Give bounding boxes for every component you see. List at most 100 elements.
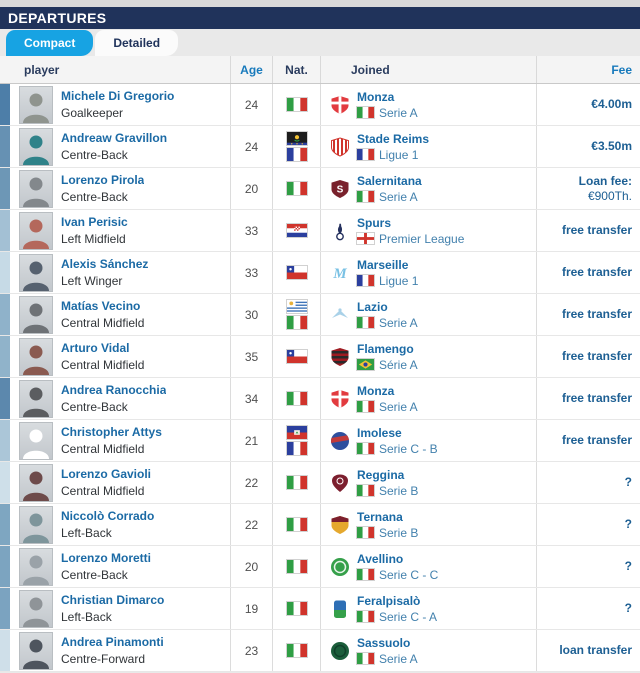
league-name-link[interactable]: Serie A [379,651,418,666]
player-name-link[interactable]: Arturo Vidal [61,341,130,355]
club-name-link[interactable]: Lazio [357,299,388,314]
fee-value[interactable]: ? [624,559,632,573]
player-name-link[interactable]: Alexis Sánchez [61,257,149,271]
player-name-link[interactable]: Matías Vecino [61,299,141,313]
club-badge-icon[interactable]: M [330,263,350,283]
fee-value[interactable]: ? [624,517,632,531]
player-photo[interactable] [19,253,53,292]
league-name-link[interactable]: Premier League [379,231,465,246]
club-badge-icon[interactable] [330,136,350,157]
league-name-link[interactable]: Serie B [379,483,419,498]
fee-value[interactable]: loan transfer [559,643,632,657]
club-badge-icon[interactable]: S [330,179,350,199]
league-name-link[interactable]: Serie A [379,105,418,120]
nationality-cell [272,294,320,335]
departures-table: player Age Nat. Joined Fee Michele Di Gr… [0,56,640,672]
player-name-link[interactable]: Andrea Ranocchia [61,383,167,397]
club-badge-icon[interactable] [330,473,350,493]
club-badge-icon[interactable] [330,347,350,367]
player-photo[interactable] [19,169,53,208]
club-name-link[interactable]: Imolese [357,425,402,440]
player-name-link[interactable]: Lorenzo Gavioli [61,467,152,481]
player-photo[interactable] [19,127,53,166]
player-name-link[interactable]: Niccolò Corrado [61,509,155,523]
player-photo[interactable] [19,547,53,586]
league-name-link[interactable]: Serie A [379,189,418,204]
player-photo[interactable] [19,211,53,250]
club-name-link[interactable]: Ternana [357,509,403,524]
league-name-link[interactable]: Serie C - B [379,441,438,456]
column-header-fee[interactable]: Fee [536,56,640,83]
league-name-link[interactable]: Ligue 1 [379,273,419,288]
top-strip [0,0,640,7]
player-name-link[interactable]: Lorenzo Moretti [61,551,151,565]
flag-fr-icon [286,442,307,455]
fee-value[interactable]: €3.50m [591,139,632,153]
club-name-link[interactable]: Salernitana [357,173,422,188]
player-name-link[interactable]: Christopher Attys [61,425,162,439]
fee-value[interactable]: ? [624,475,632,489]
player-cell: Niccolò Corrado Left-Back [0,504,230,545]
flag-cl-icon [286,350,307,363]
tab-detailed[interactable]: Detailed [95,30,179,56]
club-name-link[interactable]: Flamengo [357,341,414,356]
fee-value[interactable]: free transfer [561,391,632,405]
player-photo[interactable] [19,295,53,334]
fee-value[interactable]: ? [624,601,632,615]
player-cell: Lorenzo Gavioli Central Midfield [0,462,230,503]
club-badge-icon[interactable] [330,305,350,325]
fee-value[interactable]: Loan fee: [578,173,632,188]
club-badge-icon[interactable] [330,599,350,619]
table-row: Andrea Ranocchia Centre-Back 34 Monza Se… [0,378,640,420]
league-name-link[interactable]: Serie B [379,525,419,540]
club-badge-icon[interactable] [330,95,350,115]
club-badge-icon[interactable] [330,389,350,409]
club-name-link[interactable]: Reggina [357,467,405,482]
fee-value[interactable]: free transfer [561,307,632,321]
fee-value[interactable]: free transfer [561,265,632,279]
player-name-link[interactable]: Andrea Pinamonti [61,635,164,649]
league-name-link[interactable]: Serie C - C [379,567,439,582]
player-photo[interactable] [19,421,53,460]
fee-value[interactable]: free transfer [561,433,632,447]
club-badge-icon[interactable] [330,641,350,661]
player-photo[interactable] [19,631,53,670]
player-photo[interactable] [19,505,53,544]
table-row: Lorenzo Moretti Centre-Back 20 Avellino … [0,546,640,588]
player-age: 24 [244,139,259,154]
fee-value[interactable]: free transfer [561,223,632,237]
club-name-link[interactable]: Feralpisalò [357,593,421,608]
club-name-link[interactable]: Monza [357,89,395,104]
club-badge-icon[interactable] [330,515,350,535]
league-name-link[interactable]: Serie A [379,315,418,330]
club-badge-icon[interactable] [330,431,350,451]
club-badge-icon[interactable] [330,557,350,577]
club-name-link[interactable]: Spurs [357,215,392,230]
club-name-link[interactable]: Avellino [357,551,404,566]
player-photo[interactable] [19,379,53,418]
player-photo[interactable] [19,463,53,502]
player-name-link[interactable]: Lorenzo Pirola [61,173,145,187]
player-name-link[interactable]: Ivan Perisic [61,215,128,229]
column-header-age[interactable]: Age [230,56,272,83]
fee-value[interactable]: free transfer [561,349,632,363]
league-name-link[interactable]: Ligue 1 [379,147,419,162]
league-line: Série A [357,358,418,372]
club-info: Stade Reims Ligue 1 [357,132,429,162]
league-name-link[interactable]: Série A [379,357,418,372]
club-name-link[interactable]: Marseille [357,257,409,272]
league-name-link[interactable]: Serie A [379,399,418,414]
club-name-link[interactable]: Stade Reims [357,131,430,146]
player-photo[interactable] [19,589,53,628]
club-badge-icon[interactable] [330,221,350,241]
player-name-link[interactable]: Michele Di Gregorio [61,89,175,103]
player-name-link[interactable]: Christian Dimarco [61,593,165,607]
player-photo[interactable] [19,85,53,124]
fee-value[interactable]: €4.00m [591,97,632,111]
league-name-link[interactable]: Serie C - A [379,609,438,624]
club-name-link[interactable]: Sassuolo [357,635,411,650]
player-name-link[interactable]: Andreaw Gravillon [61,131,168,145]
tab-compact[interactable]: Compact [6,30,94,56]
club-name-link[interactable]: Monza [357,383,395,398]
player-photo[interactable] [19,337,53,376]
